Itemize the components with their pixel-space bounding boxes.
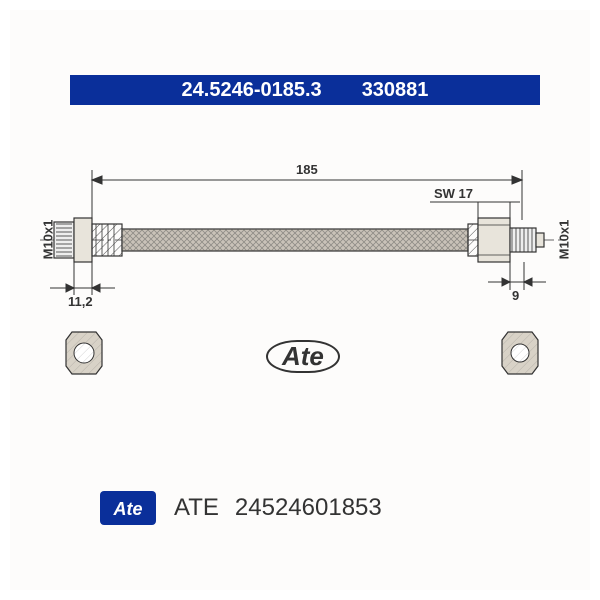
footer-brand: ATE (174, 494, 219, 522)
brand-logo-oval: Ate (266, 340, 340, 373)
thread-spec-left: M10x1 (40, 220, 55, 260)
dimension-right-protrusion (488, 262, 546, 290)
thread-spec-right: M10x1 (556, 220, 571, 260)
brand-logo-text: Ate (282, 341, 324, 371)
brand-logo-small: Ate (98, 488, 158, 528)
left-width-value: 11,2 (68, 294, 93, 309)
diagram-canvas: 24.5246-0185.3 330881 (10, 10, 590, 590)
right-protrusion-value: 9 (512, 288, 519, 303)
left-fitting-endview (64, 330, 104, 376)
dimension-left-width (50, 262, 115, 295)
right-fitting-endview (500, 330, 540, 376)
hose-body (122, 229, 468, 251)
part-number-secondary: 330881 (362, 79, 429, 102)
svg-text:Ate: Ate (112, 499, 142, 519)
part-number-primary: 24.5246-0185.3 (182, 79, 322, 102)
right-fitting (468, 218, 544, 262)
length-value: 185 (296, 162, 318, 177)
header-band: 24.5246-0185.3 330881 (70, 75, 540, 105)
footer: Ate ATE 24524601853 (98, 488, 382, 528)
wrench-flat-value: SW 17 (434, 186, 473, 201)
footer-partnum: 24524601853 (235, 494, 382, 522)
left-fitting (54, 218, 122, 262)
